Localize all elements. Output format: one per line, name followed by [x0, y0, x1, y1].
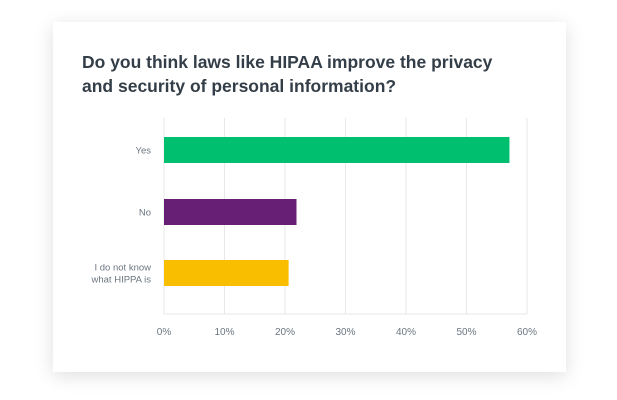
category-label: Yes — [136, 146, 152, 157]
x-tick-label: 30% — [335, 327, 355, 338]
category-label: what HIPPA is — [91, 275, 152, 286]
x-tick-label: 0% — [157, 327, 172, 338]
category-label: I do not know — [94, 263, 151, 274]
category-label: No — [139, 208, 151, 219]
x-tick-label: 60% — [517, 327, 537, 338]
bar-no — [164, 199, 297, 225]
x-tick-label: 40% — [396, 327, 416, 338]
x-tick-label: 10% — [214, 327, 234, 338]
bar-yes — [164, 137, 510, 163]
chart-title: Do you think laws like HIPAA improve the… — [82, 52, 493, 96]
bar-i-do-not-know-what-hippa-is — [164, 260, 289, 286]
x-tick-label: 20% — [275, 327, 295, 338]
x-tick-label: 50% — [456, 327, 476, 338]
